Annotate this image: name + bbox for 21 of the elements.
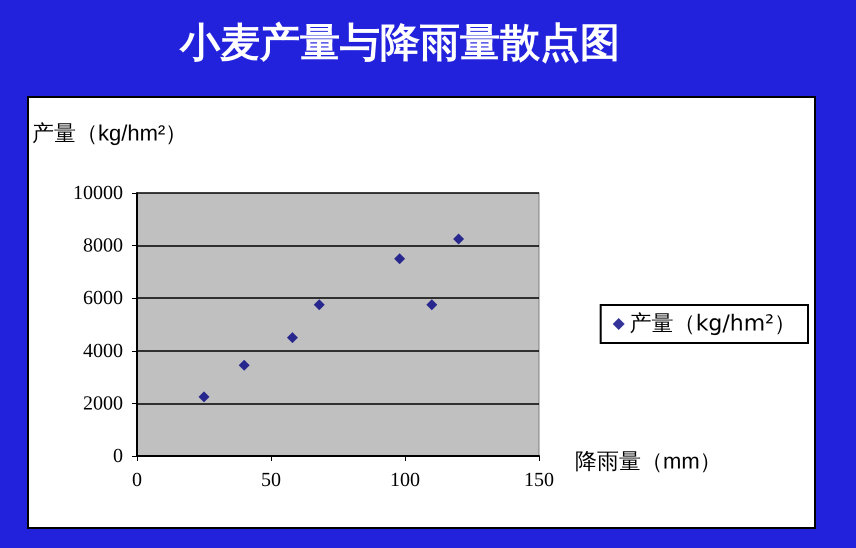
y-tick-label: 8000	[83, 234, 123, 257]
x-tick-label: 100	[390, 469, 420, 491]
x-tick-label: 150	[524, 469, 554, 491]
point	[286, 332, 298, 344]
point	[453, 234, 464, 245]
y-tick-label: 10000	[73, 182, 123, 204]
point	[198, 391, 210, 402]
x-tick-label: 50	[261, 469, 281, 491]
x-tick-label: 0	[132, 469, 142, 491]
y-axis-title: 产量（kg/hm²）	[32, 120, 188, 146]
point	[426, 299, 438, 310]
y-tick-label: 6000	[83, 287, 123, 310]
legend-label: 产量（kg/hm²）	[630, 312, 796, 336]
y-tick-label: 0	[113, 445, 123, 467]
point	[394, 253, 406, 264]
y-tick-label: 4000	[83, 340, 123, 362]
chart-title: 小麦产量与降雨量散点图	[179, 20, 620, 66]
point	[314, 299, 325, 310]
x-axis-title: 降雨量（mm）	[575, 448, 722, 474]
point	[238, 360, 250, 371]
y-tick-label: 2000	[83, 392, 123, 414]
